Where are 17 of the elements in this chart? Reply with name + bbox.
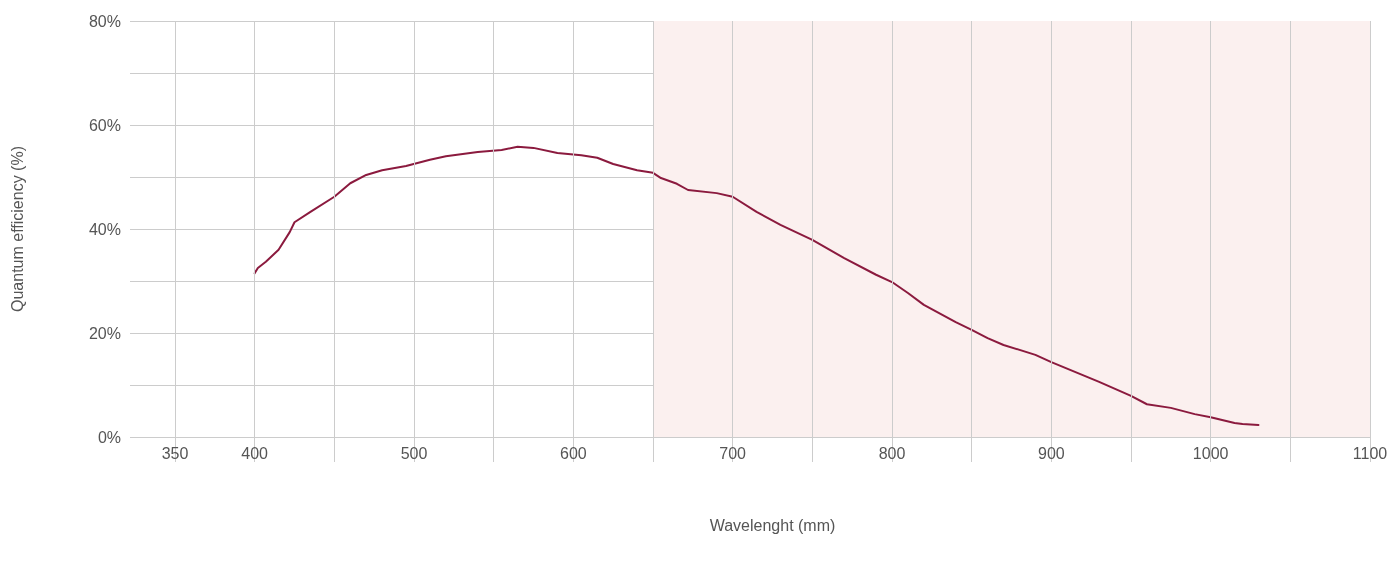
y-tick-label: 20%	[88, 324, 121, 342]
x-tick-label: 1100	[1352, 444, 1388, 462]
y-tick-label: 80%	[88, 12, 121, 30]
y-axis-title: Quantum efficiency (%)	[8, 146, 26, 312]
x-tick-label: 900	[1037, 444, 1065, 462]
x-axis-title: Wavelenght (mm)	[709, 516, 836, 534]
x-tick-label: 400	[241, 444, 269, 462]
x-tick-label: 350	[161, 444, 189, 462]
x-tick-label: 500	[400, 444, 428, 462]
y-tick-label: 0%	[97, 428, 121, 446]
x-tick-label: 700	[719, 444, 747, 462]
line-series	[253, 145, 1260, 427]
y-tick-label: 60%	[88, 116, 121, 134]
y-tick-label: 40%	[88, 220, 121, 238]
x-tick-label: 1000	[1192, 444, 1229, 462]
x-tick-label: 800	[878, 444, 906, 462]
x-tick-label: 600	[559, 444, 587, 462]
